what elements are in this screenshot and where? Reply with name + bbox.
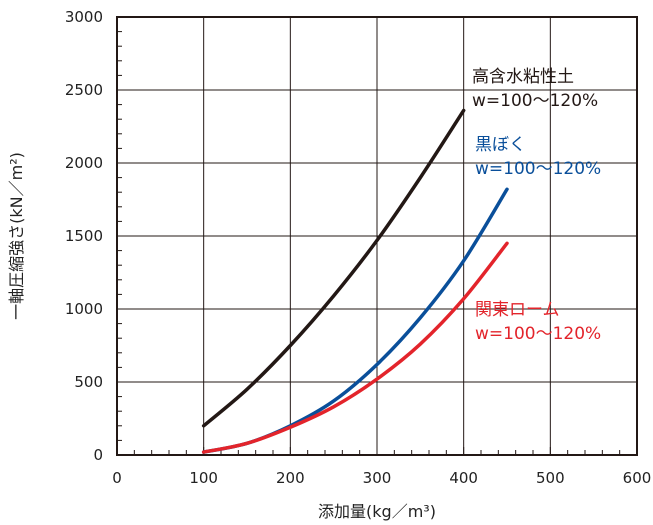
x-axis-title: 添加量(kg／m³) <box>318 502 436 521</box>
x-tick-label: 200 <box>276 469 305 487</box>
label-high-water-clay: 高含水粘性土 <box>472 67 574 87</box>
x-tick-label: 0 <box>112 469 122 487</box>
x-tick-label: 100 <box>189 469 218 487</box>
label-kanto-loam: 関東ローム <box>475 300 560 320</box>
y-tick-label: 2000 <box>65 154 103 172</box>
plot-frame <box>116 16 638 456</box>
x-tick-label: 300 <box>363 469 392 487</box>
y-axis-title: 一軸圧縮強さ(kN／m²) <box>7 152 26 320</box>
y-tick-label: 2500 <box>65 81 103 99</box>
series-line-high-water-clay <box>201 108 466 428</box>
y-tick-labels: 0 500 1000 1500 2000 2500 3000 <box>65 8 103 464</box>
x-tick-label: 500 <box>536 469 565 487</box>
y-tick-label: 3000 <box>65 8 103 26</box>
y-tick-label: 500 <box>74 373 103 391</box>
x-tick-label: 600 <box>623 469 652 487</box>
y-tick-label: 1000 <box>65 300 103 318</box>
grid <box>117 17 637 455</box>
label-kanto-loam-note: w=100～120% <box>475 324 601 344</box>
x-tick-label: 400 <box>449 469 478 487</box>
series-line-kuroboku <box>201 187 509 454</box>
series-lines <box>201 108 509 454</box>
label-kuroboku: 黒ぼく <box>475 135 526 155</box>
x-tick-labels: 0 100 200 300 400 500 600 <box>112 469 651 487</box>
y-tick-label: 1500 <box>65 227 103 245</box>
label-kuroboku-note: w=100～120% <box>475 159 601 179</box>
y-tick-label: 0 <box>93 446 103 464</box>
label-high-water-clay-note: w=100～120% <box>472 91 598 111</box>
series-line-kanto-loam <box>201 241 509 454</box>
annotations: 高含水粘性土 w=100～120% 黒ぼく w=100～120% 関東ローム w=100～… <box>472 67 601 344</box>
